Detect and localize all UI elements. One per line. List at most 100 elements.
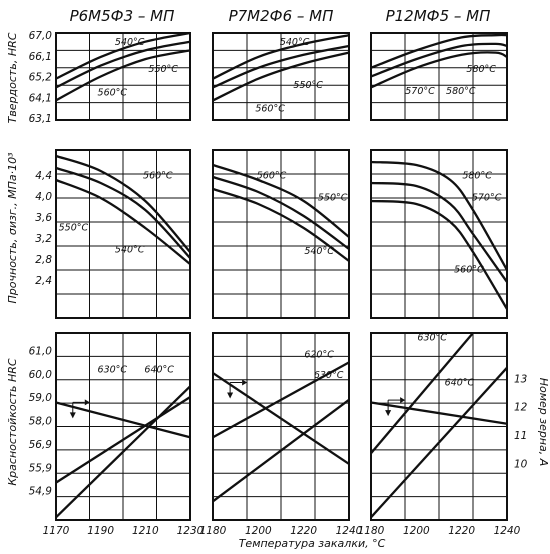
plot-frame — [212, 32, 350, 121]
series-line-550c — [212, 175, 350, 250]
series-line-550c — [55, 40, 191, 89]
series-label: 560°C — [143, 171, 173, 182]
series-line-580c — [370, 160, 508, 271]
y-tick-label: 56,9 — [29, 439, 53, 451]
y-tick-label: 4,0 — [35, 191, 52, 203]
arrow-head — [385, 410, 392, 417]
series-line-630c — [370, 332, 474, 454]
series-label: 640°C — [144, 364, 174, 375]
series-label: 640°C — [445, 377, 475, 388]
series-line-550c — [55, 166, 191, 259]
x-tick-label: 1200 — [245, 525, 272, 537]
series-label: 580°C — [462, 171, 492, 182]
series-label: 560°C — [257, 171, 287, 182]
grain-size-line — [55, 401, 191, 439]
x-tick-label: 1220 — [448, 525, 475, 537]
column-title-1: Р6М5Ф3 – МП — [70, 7, 175, 25]
series-label: 550°C — [318, 192, 348, 203]
plot-frame — [212, 332, 350, 521]
y-label-grain: Номер зерна, А — [537, 378, 550, 467]
x-tick-label: 1240 — [494, 525, 521, 537]
chart-panel: 560°C 550°C 540°C — [212, 149, 350, 319]
y-tick-label: 66,1 — [29, 51, 52, 63]
series-line-640c — [55, 385, 191, 519]
y-tick-label: 2,8 — [35, 254, 52, 266]
series-line-540c — [212, 187, 350, 262]
x-tick-label: 1220 — [290, 525, 317, 537]
y-tick-label: 58,0 — [29, 416, 53, 428]
x-tick-label: 1200 — [403, 525, 430, 537]
series-label: 540°C — [115, 37, 145, 48]
plot-frame — [55, 149, 191, 319]
series-label: 560°C — [255, 103, 285, 114]
x-tick-label: 1240 — [336, 525, 363, 537]
series-label: 630°C — [417, 333, 447, 344]
chart-panel: 570°C 580°C 580°C — [370, 32, 508, 121]
series-line-540c — [55, 31, 191, 80]
arrow-head — [242, 379, 248, 386]
series-line-560c — [55, 154, 191, 253]
x-tick-label: 1210 — [132, 525, 159, 537]
grain-tick-label: 13 — [514, 373, 527, 385]
grain-tick-label: 12 — [514, 402, 528, 414]
x-tick-label: 1170 — [43, 525, 70, 537]
chart-panel: 13 12 11 10 1180 1200 1220 1240 630°C 640°C — [358, 332, 528, 537]
series-label: 550°C — [59, 223, 89, 234]
arrow-head — [69, 412, 76, 419]
series-label: 570°C — [472, 192, 502, 203]
y-tick-label: 63,1 — [29, 113, 52, 125]
series-label: 630°C — [314, 370, 344, 381]
x-tick-label: 1230 — [177, 525, 204, 537]
y-tick-label: 55,9 — [29, 462, 53, 474]
y-tick-label: 67,0 — [29, 30, 53, 42]
grain-tick-label: 10 — [514, 458, 528, 470]
series-label: 550°C — [293, 80, 323, 91]
grain-size-line — [370, 401, 508, 425]
chart-panel: 61,0 60,0 59,0 58,0 56,9 55,9 54,9 1170 1190 1210… — [29, 332, 204, 537]
series-line-570c — [370, 181, 508, 283]
plot-frame — [370, 332, 508, 521]
series-label: 540°C — [280, 37, 310, 48]
series-label: 560°C — [454, 265, 484, 276]
arrow-head — [84, 399, 90, 406]
series-line-620c — [212, 361, 350, 439]
chart-panels: 67,066,165,264,163,1540°C550°C560°C540°C… — [29, 30, 528, 537]
series-label: 570°C — [405, 86, 435, 97]
series-line-630c — [55, 396, 191, 484]
series-line-540c — [55, 178, 191, 265]
series-label: 580°C — [466, 64, 496, 75]
y-tick-label: 3,2 — [35, 233, 52, 245]
series-line-640c — [370, 366, 508, 519]
y-tick-label: 4,4 — [35, 170, 52, 182]
y-tick-label: 59,0 — [29, 392, 53, 404]
y-label-hardness: Твердость, HRC — [6, 32, 19, 123]
plot-frame — [212, 149, 350, 319]
series-label: 540°C — [115, 245, 145, 256]
x-tick-label: 1190 — [87, 525, 114, 537]
y-tick-label: 3,6 — [35, 212, 52, 224]
column-title-2: Р7М2Ф6 – МП — [229, 7, 334, 25]
y-label-strength: Прочность, σизг., МПа·10³ — [6, 152, 19, 304]
grain-tick-label: 11 — [514, 430, 527, 442]
series-label: 560°C — [98, 88, 128, 99]
chart-panel: 540°C 550°C 560°C — [212, 32, 350, 121]
plot-frame — [55, 32, 191, 121]
series-line-560c — [55, 49, 191, 102]
y-tick-label: 60,0 — [29, 369, 53, 381]
y-label-red-hardness: Красностойкость HRC — [6, 358, 19, 486]
x-tick-label: 1180 — [358, 525, 385, 537]
y-tick-label: 61,0 — [29, 345, 53, 357]
series-label: 580°C — [446, 86, 476, 97]
plot-frame — [55, 332, 191, 521]
y-tick-label: 64,1 — [29, 92, 52, 104]
series-line-560c — [212, 163, 350, 238]
series-line-560c — [212, 51, 350, 102]
series-line-570c — [370, 33, 508, 69]
plot-frame — [370, 149, 508, 319]
series-label: 620°C — [304, 349, 334, 360]
y-tick-label: 2,4 — [35, 275, 52, 287]
series-line-630c — [212, 398, 350, 503]
grain-size-line — [212, 372, 350, 465]
y-tick-label: 65,2 — [29, 72, 53, 84]
